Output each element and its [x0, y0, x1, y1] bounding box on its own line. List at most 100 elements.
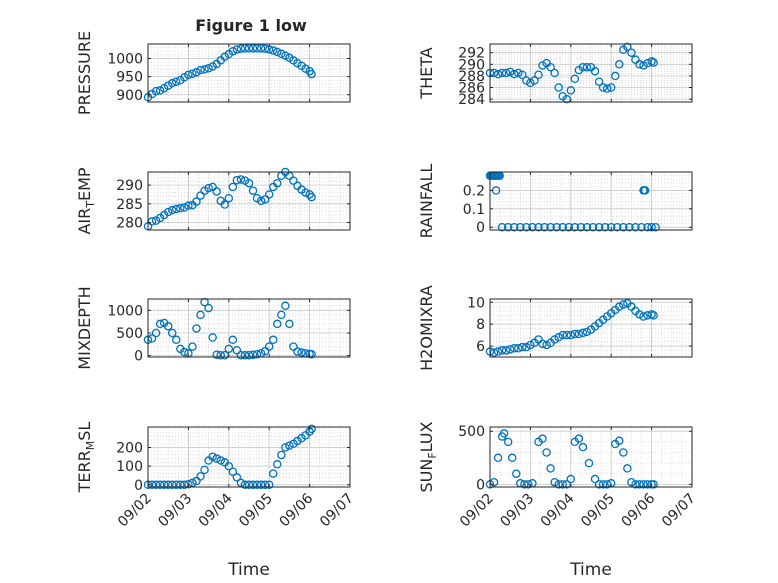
data-point [578, 62, 588, 72]
x-axis-label: Time [569, 560, 612, 580]
y-tick-label: 284 [458, 92, 485, 108]
data-point [610, 71, 620, 81]
data-point [514, 68, 523, 78]
data-point [240, 350, 250, 360]
data-point [637, 222, 646, 232]
y-axis-label-part: SL [75, 422, 94, 441]
data-point [244, 178, 254, 188]
subplot-h2omixra: 6 8 10 H2OMIXRA [417, 285, 693, 371]
y-tick-label: 0.2 [463, 183, 485, 199]
data-point [163, 207, 173, 217]
data-point [192, 68, 201, 77]
data-point [264, 342, 274, 351]
data-point [172, 77, 181, 86]
data-point [216, 350, 225, 360]
data-point [224, 344, 234, 354]
data-point [623, 42, 632, 52]
data-point [159, 480, 169, 490]
data-point [277, 450, 286, 460]
data-point [167, 78, 177, 88]
data-point [522, 342, 531, 352]
data-point [252, 480, 262, 490]
y-tick-label: 288 [458, 69, 485, 85]
data-point [196, 472, 205, 481]
data-point [514, 343, 523, 353]
data-point [264, 480, 274, 490]
x-axis-label: Time [227, 560, 270, 580]
y-tick-label: 0 [476, 220, 485, 236]
data-point [598, 83, 608, 92]
axes-box [489, 171, 693, 231]
data-point [236, 44, 246, 53]
data-point [172, 480, 181, 490]
data-point [493, 69, 503, 79]
data-point [613, 222, 622, 232]
data-point [264, 190, 274, 199]
subplot-air-temp: 280 285 290 AIRTEMP [75, 167, 351, 235]
data-point [273, 319, 282, 329]
data-point [232, 473, 242, 482]
data-point [184, 70, 193, 80]
data-point [204, 64, 213, 73]
y-tick-label: 10 [467, 295, 485, 311]
data-point [176, 480, 185, 490]
y-tick-label: 950 [116, 70, 143, 86]
data-point [273, 460, 282, 469]
data-point [184, 479, 193, 489]
data-point [273, 47, 282, 57]
y-tick-label: 8 [476, 317, 485, 333]
y-axis-label: TERRMSL [75, 422, 97, 494]
data-point [566, 474, 576, 484]
data-point [594, 222, 604, 232]
data-point [554, 333, 563, 342]
data-point [582, 62, 592, 72]
axes-box [489, 43, 693, 103]
data-point [518, 70, 527, 79]
data-point [584, 458, 594, 468]
data-point [552, 222, 561, 232]
data-point [244, 44, 254, 53]
y-tick-label: 0 [134, 349, 143, 365]
data-point [578, 442, 588, 452]
data-point [594, 480, 604, 489]
data-point [546, 464, 555, 473]
data-point [550, 335, 559, 344]
data-point [163, 321, 173, 331]
data-point [497, 222, 507, 232]
data-point [619, 300, 628, 309]
y-tick-label: 290 [458, 57, 485, 73]
data-point [570, 329, 580, 339]
data-point [574, 434, 584, 443]
data-point [602, 84, 612, 93]
y-axis-label-part: LUX [417, 421, 436, 452]
y-tick-label: 292 [458, 46, 485, 62]
data-point [582, 327, 592, 337]
data-point [180, 347, 189, 357]
y-tick-label: 100 [116, 459, 143, 475]
y-axis-label-subscript: F [426, 452, 439, 458]
data-point [639, 312, 648, 321]
data-point [538, 339, 547, 349]
data-point [268, 469, 278, 478]
y-tick-label: 900 [116, 88, 143, 104]
data-point [507, 453, 517, 463]
data-point [625, 222, 634, 232]
data-point [285, 441, 294, 450]
data-point [256, 44, 266, 53]
data-point [228, 47, 238, 56]
data-point [155, 480, 165, 490]
y-axis-label: THETA [417, 47, 436, 99]
axes-box [147, 426, 351, 488]
data-point [307, 192, 316, 202]
figure-title: Figure 1 low [195, 16, 307, 35]
data-point [180, 203, 189, 212]
data-point [200, 465, 209, 475]
y-tick-label: 280 [116, 216, 143, 232]
y-tick-label: 1000 [107, 52, 143, 68]
data-point [248, 480, 258, 490]
data-point [212, 187, 221, 196]
data-point [184, 201, 193, 210]
data-point [307, 424, 316, 434]
data-point [220, 200, 230, 209]
